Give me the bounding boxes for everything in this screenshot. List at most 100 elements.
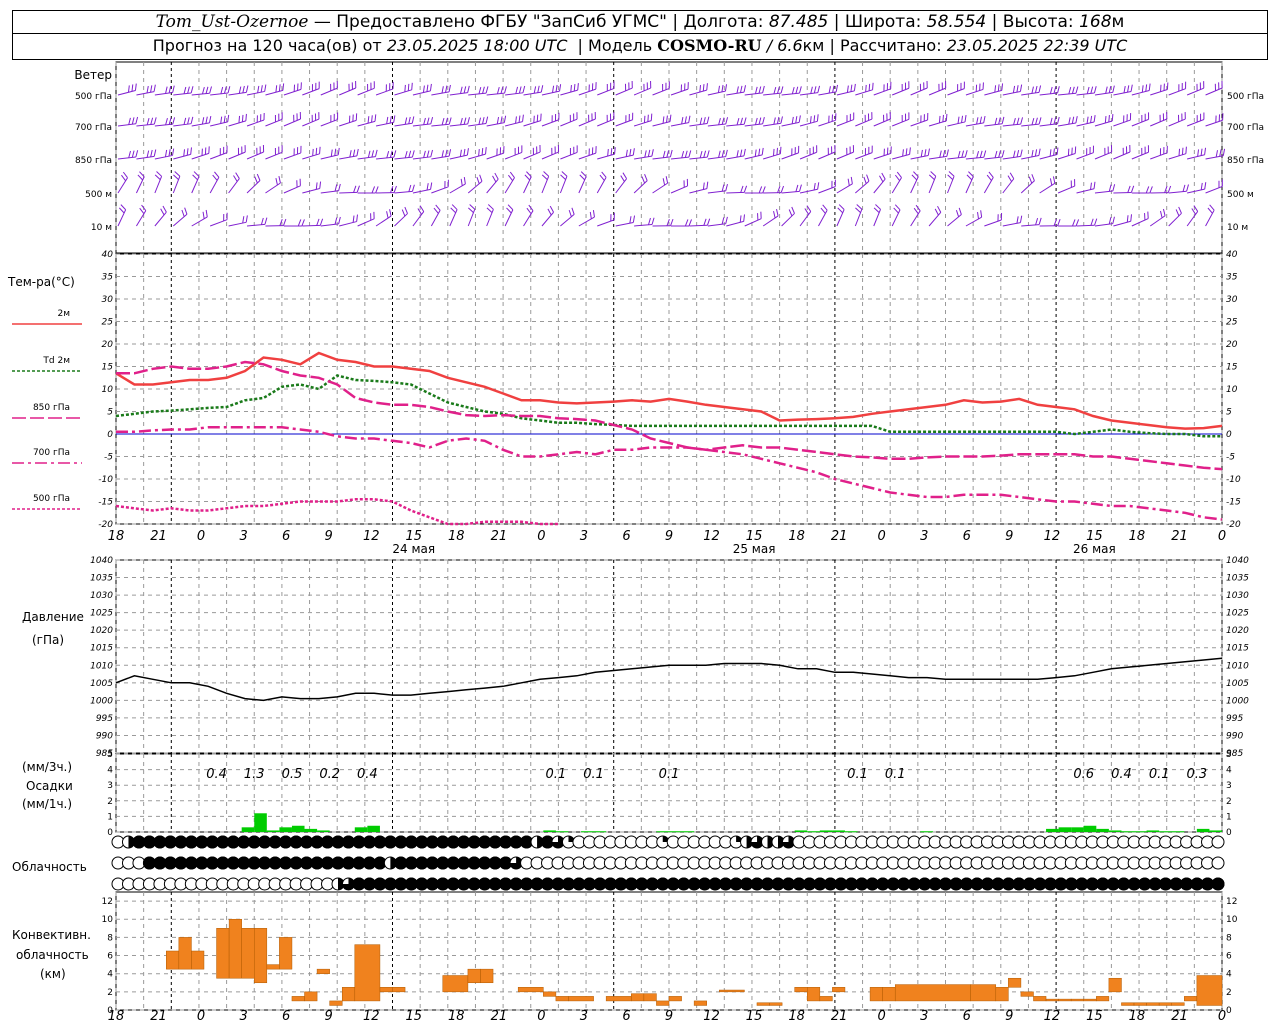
cloud-fill bbox=[778, 836, 784, 848]
wind-barb-shaft bbox=[892, 87, 910, 96]
wind-barb-flag bbox=[1204, 147, 1207, 155]
wind-barb-shaft bbox=[891, 177, 902, 194]
wind-barb-flag bbox=[813, 86, 817, 94]
x-tick-label-temp: 15 bbox=[1086, 529, 1103, 544]
wind-barb-flag bbox=[632, 148, 635, 156]
wind-barb-flag bbox=[374, 114, 377, 122]
wind-barb-flag bbox=[743, 185, 748, 193]
wind-barb-flag bbox=[445, 85, 448, 93]
wind-barb-flag bbox=[202, 211, 205, 219]
wind-barb-flag bbox=[703, 117, 706, 125]
wind-barb-flag bbox=[580, 171, 587, 177]
wind-barb-flag bbox=[816, 114, 819, 122]
wind-barb-flag bbox=[725, 216, 728, 224]
wind-barb-shaft bbox=[431, 123, 450, 127]
wind-barb-flag bbox=[791, 86, 795, 94]
wind-barb-shaft bbox=[265, 118, 283, 127]
wind-barb-shaft bbox=[1021, 224, 1040, 227]
x-tick-label-bottom: 6 bbox=[622, 1009, 630, 1024]
precip-total-label: 0.1 bbox=[1149, 767, 1170, 782]
wind-barb-shaft bbox=[265, 182, 281, 194]
wind-barb-flag bbox=[699, 150, 703, 158]
cloud-fill bbox=[751, 836, 764, 849]
wind-barb-flag bbox=[486, 207, 493, 214]
wind-barb-flag bbox=[865, 84, 867, 92]
x-tick-label-temp: 0 bbox=[878, 529, 886, 544]
wind-barb-shaft bbox=[1186, 211, 1199, 227]
wind-barb-flag bbox=[644, 173, 648, 181]
wind-barb-shaft bbox=[191, 152, 209, 160]
wind-barb-shaft bbox=[652, 156, 671, 160]
wind-barb-flag bbox=[315, 147, 318, 155]
wind-barb-flag bbox=[426, 117, 430, 125]
wind-barb-flag bbox=[245, 85, 249, 93]
wind-barb-flag bbox=[448, 84, 451, 92]
x-tick-label-temp: 0 bbox=[197, 529, 205, 544]
conv-bar bbox=[643, 993, 657, 1002]
wind-barb-shaft bbox=[320, 223, 339, 227]
pres-ytick-right: 1025 bbox=[1226, 609, 1249, 619]
wind-barb-flag bbox=[743, 117, 747, 125]
x-tick-label-temp: 6 bbox=[963, 529, 971, 544]
wind-barb-shaft bbox=[468, 122, 487, 127]
cloud-fill bbox=[342, 878, 355, 891]
conv-bar bbox=[254, 928, 268, 984]
wind-barb-flag bbox=[780, 116, 783, 124]
wind-barb-flag bbox=[371, 150, 375, 158]
wind-level-label: 10 м bbox=[91, 223, 112, 233]
wind-barb-shaft bbox=[1149, 215, 1166, 227]
wind-barb-flag bbox=[404, 117, 408, 125]
wind-barb-shaft bbox=[154, 176, 163, 194]
x-tick-label-bottom: 0 bbox=[537, 1009, 545, 1024]
precip-ytick-right: 0 bbox=[1226, 828, 1232, 838]
wind-barb-shaft bbox=[983, 177, 994, 194]
conv-ytick-left: 12 bbox=[102, 897, 113, 907]
wind-barb-flag bbox=[1105, 86, 1108, 94]
wind-barb-flag bbox=[1108, 86, 1112, 94]
temp-ytick-right: 10 bbox=[1226, 385, 1238, 395]
model-name: COSMO-RU bbox=[657, 36, 762, 55]
wind-barb-shaft bbox=[1002, 178, 1015, 194]
wind-barb-flag bbox=[254, 176, 258, 184]
wind-barb-flag bbox=[528, 204, 534, 211]
wind-barb-shaft bbox=[449, 154, 468, 160]
precip-unit-1h: (мм/1ч.) bbox=[22, 797, 72, 811]
precip-bar bbox=[1134, 831, 1147, 833]
wind-barb-flag bbox=[128, 117, 131, 125]
wind-barb-shaft bbox=[818, 151, 836, 160]
wind-barb-shaft bbox=[117, 177, 128, 194]
wind-barb-flag bbox=[688, 150, 692, 158]
wind-barb-shaft bbox=[928, 155, 947, 160]
wind-barb-flag bbox=[911, 174, 918, 181]
x-tick-label-temp: 15 bbox=[746, 529, 763, 544]
wind-barb-flag bbox=[220, 86, 224, 94]
wind-barb-flag bbox=[773, 210, 776, 219]
wind-barb-shaft bbox=[689, 188, 708, 194]
wind-barb-shaft bbox=[855, 89, 873, 96]
precip-bar bbox=[832, 830, 845, 832]
wind-barb-flag bbox=[441, 86, 444, 94]
wind-barb-flag bbox=[245, 113, 247, 121]
wind-barb-flag bbox=[153, 84, 156, 92]
wind-barb-flag bbox=[187, 117, 190, 125]
wind-barb-flag bbox=[942, 149, 946, 157]
wind-barb-shaft bbox=[173, 123, 192, 127]
wind-barb-flag bbox=[165, 117, 168, 126]
wind-barb-flag bbox=[1126, 215, 1129, 223]
temp-ytick-right: 30 bbox=[1226, 295, 1238, 305]
temp-ytick-right: -5 bbox=[1226, 453, 1235, 463]
wind-barb-flag bbox=[460, 86, 463, 94]
wind-barb-shaft bbox=[910, 119, 928, 127]
wind-barb-shaft bbox=[504, 121, 523, 127]
wind-barb-flag bbox=[172, 148, 175, 156]
wind-barb-flag bbox=[968, 171, 974, 177]
wind-barb-flag bbox=[644, 150, 647, 158]
wind-barb-flag bbox=[386, 211, 389, 219]
wind-barb-shaft bbox=[818, 209, 828, 227]
wind-barb-flag bbox=[135, 150, 139, 158]
x-tick-label-temp: 12 bbox=[1044, 529, 1061, 544]
temp-ytick-left: 0 bbox=[107, 430, 113, 440]
wind-barb-flag bbox=[1016, 216, 1019, 224]
wind-barb-flag bbox=[371, 186, 376, 194]
wind-barb-flag bbox=[853, 83, 856, 91]
